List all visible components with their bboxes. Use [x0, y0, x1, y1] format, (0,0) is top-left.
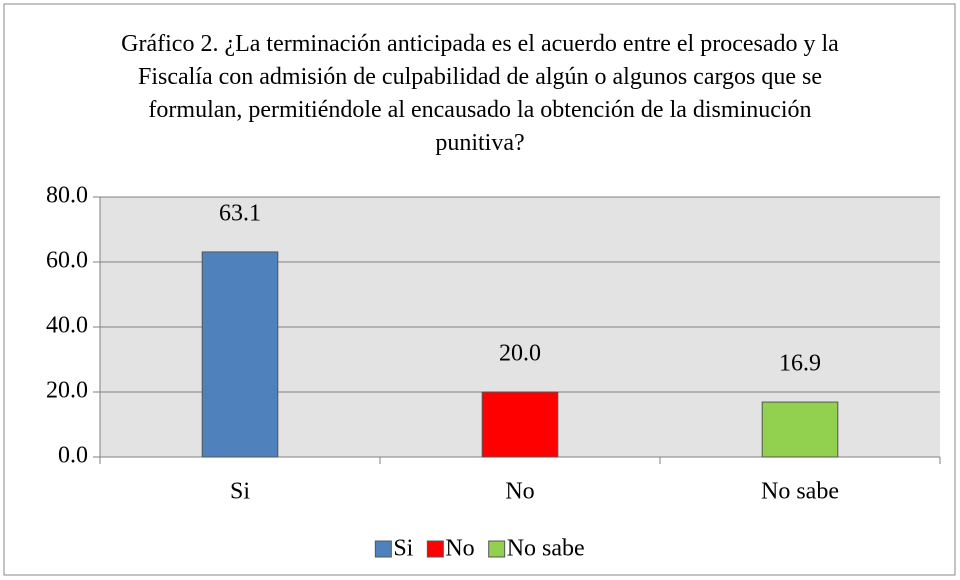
- bar: [201, 251, 279, 458]
- data-label: 16.9: [779, 351, 821, 377]
- y-tick-label: 20.0: [46, 378, 88, 404]
- legend-swatch: [488, 540, 506, 558]
- y-tick-label: 80.0: [46, 183, 88, 209]
- chart-border: [3, 3, 956, 576]
- y-tick-label: 60.0: [46, 248, 88, 274]
- y-tick-label: 40.0: [46, 313, 88, 339]
- data-label: 63.1: [219, 200, 261, 226]
- legend-label: No sabe: [507, 536, 585, 562]
- bar: [761, 401, 839, 458]
- chart-title: Gráfico 2. ¿La terminación anticipada es…: [121, 31, 839, 156]
- legend-label: Si: [393, 536, 413, 562]
- x-tick-label: No: [505, 479, 534, 505]
- y-tick-label: 0.0: [58, 443, 88, 469]
- bar: [481, 391, 559, 458]
- legend-swatch: [426, 540, 444, 558]
- data-label: 20.0: [499, 341, 541, 367]
- x-tick-label: Si: [230, 479, 250, 505]
- legend-swatch: [374, 540, 392, 558]
- x-tick-label: No sabe: [761, 479, 839, 505]
- legend-label: No: [445, 536, 474, 562]
